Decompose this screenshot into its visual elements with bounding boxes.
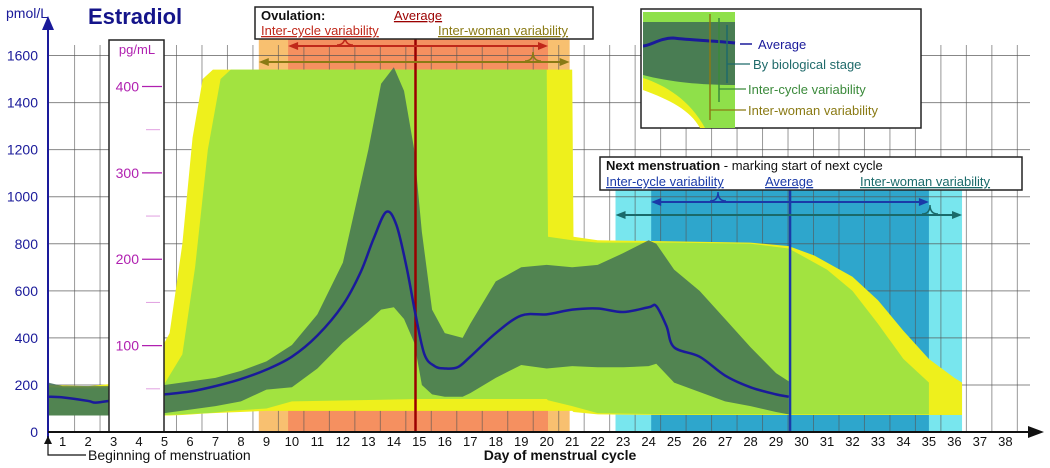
next-inter-woman-arrow-brace-icon bbox=[921, 204, 939, 215]
x-tick-label: 7 bbox=[212, 434, 219, 449]
pgml-axis-box: pg/mL 100 200 300 400 bbox=[108, 39, 165, 433]
legend-inter-cycle: Inter-cycle variability bbox=[748, 82, 866, 97]
x-axis-label: Day of menstrual cycle bbox=[484, 447, 637, 463]
x-tick-label: 22 bbox=[590, 434, 604, 449]
y-tick-label: 0 bbox=[30, 424, 38, 440]
x-tick-label: 19 bbox=[514, 434, 528, 449]
x-tick-label: 34 bbox=[896, 434, 910, 449]
legend-average: Average bbox=[758, 37, 806, 52]
x-tick-label: 38 bbox=[998, 434, 1012, 449]
y-tick-label: 1600 bbox=[7, 48, 38, 64]
y-axis-unit: pmol/L bbox=[6, 5, 48, 21]
next-inter-woman-label: Inter-woman variability bbox=[860, 174, 991, 189]
x-tick-label: 24 bbox=[641, 434, 655, 449]
y-tick-label: 800 bbox=[15, 236, 39, 252]
x-tick-label: 36 bbox=[947, 434, 961, 449]
ovulation-inter-cycle-arrow-right-arrow-icon bbox=[537, 42, 548, 50]
x-tick-label: 27 bbox=[718, 434, 732, 449]
x-tick-label: 3 bbox=[110, 434, 117, 449]
y-tick-label: 200 bbox=[15, 377, 39, 393]
ovulation-annotation: Ovulation: Average Inter-cycle variabili… bbox=[254, 6, 594, 40]
next-inter-cycle-arrow-left-arrow-icon bbox=[651, 198, 662, 206]
x-tick-label: 12 bbox=[336, 434, 350, 449]
x-tick-label: 31 bbox=[820, 434, 834, 449]
next-inter-cycle-arrow-right-arrow-icon bbox=[918, 198, 929, 206]
x-tick-label: 16 bbox=[438, 434, 452, 449]
y-tick-label: 400 bbox=[15, 330, 39, 346]
pgml-tick-label: 200 bbox=[116, 251, 140, 267]
legend-bio-stage: By biological stage bbox=[753, 57, 861, 72]
up-arrow-icon bbox=[44, 436, 52, 444]
x-tick-label: 4 bbox=[135, 434, 142, 449]
next-inter-woman-arrow-left-arrow-icon bbox=[615, 211, 626, 219]
x-tick-label: 26 bbox=[692, 434, 706, 449]
next-menstruation-title: Next menstruation - marking start of nex… bbox=[606, 158, 883, 173]
chart-title: Estradiol bbox=[88, 4, 182, 29]
next-average-label: Average bbox=[765, 174, 813, 189]
next-inter-cycle-label: Inter-cycle variability bbox=[606, 174, 724, 189]
y-axis-arrow-icon bbox=[42, 16, 54, 30]
x-tick-label: 29 bbox=[769, 434, 783, 449]
x-tick-label: 35 bbox=[922, 434, 936, 449]
x-tick-label: 13 bbox=[361, 434, 375, 449]
x-tick-label: 33 bbox=[871, 434, 885, 449]
y-tick-label: 1200 bbox=[7, 142, 38, 158]
ovulation-title: Ovulation: bbox=[261, 8, 325, 23]
band-by-biological-stage bbox=[48, 67, 789, 416]
ovulation-inter-cycle-arrow-left-arrow-icon bbox=[288, 42, 299, 50]
ovulation-average-label: Average bbox=[394, 8, 442, 23]
legend-inter-woman: Inter-woman variability bbox=[748, 103, 879, 118]
x-tick-label: 14 bbox=[387, 434, 401, 449]
ovulation-inter-woman-arrow-right-arrow-icon bbox=[559, 58, 570, 66]
beginning-marker: Beginning of menstruation bbox=[44, 436, 251, 463]
x-tick-label: 23 bbox=[616, 434, 630, 449]
x-tick-label: 28 bbox=[743, 434, 757, 449]
x-tick-label: 11 bbox=[311, 434, 325, 449]
y-tick-label: 1400 bbox=[7, 95, 38, 111]
x-tick-label: 15 bbox=[412, 434, 426, 449]
x-tick-label: 8 bbox=[237, 434, 244, 449]
x-tick-label: 32 bbox=[845, 434, 859, 449]
x-tick-label: 30 bbox=[794, 434, 808, 449]
next-inter-cycle-arrow-brace-icon bbox=[709, 191, 727, 202]
x-tick-label: 1 bbox=[59, 434, 66, 449]
pgml-unit-label: pg/mL bbox=[119, 42, 155, 57]
ovulation-inter-woman-arrow-brace-icon bbox=[524, 51, 542, 62]
x-tick-label: 21 bbox=[565, 434, 579, 449]
ovulation-inter-cycle-label: Inter-cycle variability bbox=[261, 23, 379, 38]
x-tick-label: 6 bbox=[186, 434, 193, 449]
ovulation-inter-woman-label: Inter-woman variability bbox=[438, 23, 569, 38]
x-tick-label: 18 bbox=[489, 434, 503, 449]
next-menstruation-annotation: Next menstruation - marking start of nex… bbox=[599, 156, 1023, 191]
beginning-label: Beginning of menstruation bbox=[88, 447, 251, 463]
pgml-tick-label: 400 bbox=[116, 78, 140, 94]
x-tick-label: 17 bbox=[463, 434, 477, 449]
legend: Average By biological stage Inter-cycle … bbox=[640, 8, 922, 129]
y-tick-label: 1000 bbox=[7, 189, 38, 205]
average-line bbox=[48, 210, 790, 404]
x-tick-label: 9 bbox=[263, 434, 270, 449]
ovulation-inter-woman-arrow-left-arrow-icon bbox=[258, 58, 269, 66]
x-tick-label: 25 bbox=[667, 434, 681, 449]
x-tick-label: 2 bbox=[84, 434, 91, 449]
x-tick-label: 37 bbox=[973, 434, 987, 449]
y-tick-label: 600 bbox=[15, 283, 39, 299]
x-tick-label: 20 bbox=[539, 434, 553, 449]
legend-average-swatch bbox=[642, 36, 736, 48]
next-inter-woman-arrow-right-arrow-icon bbox=[952, 211, 963, 219]
pgml-tick-label: 100 bbox=[116, 338, 140, 354]
pgml-tick-label: 300 bbox=[116, 165, 140, 181]
x-axis-arrow-icon bbox=[1028, 426, 1044, 438]
x-tick-label: 10 bbox=[285, 434, 299, 449]
x-tick-label: 5 bbox=[161, 434, 168, 449]
